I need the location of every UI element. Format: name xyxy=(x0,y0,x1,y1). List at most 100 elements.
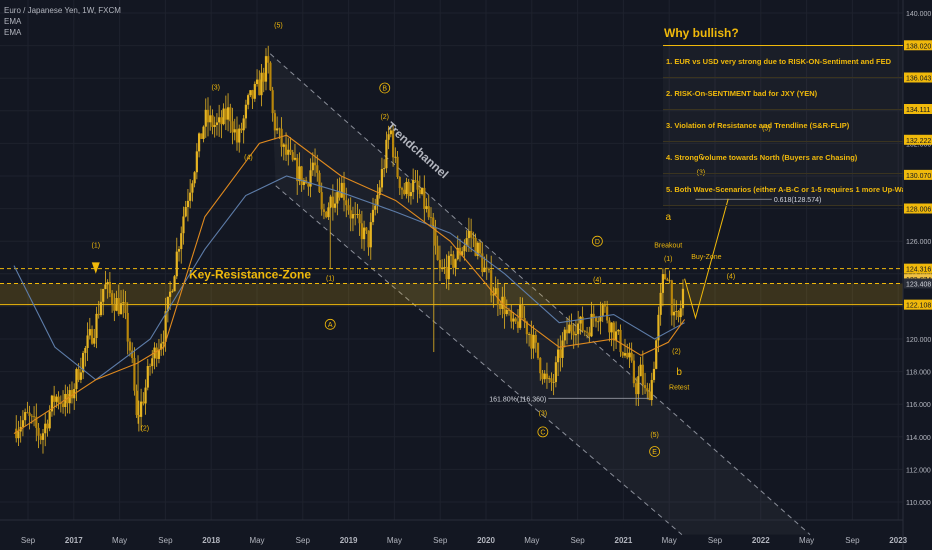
time-tick-label: 2021 xyxy=(615,536,633,545)
candle xyxy=(681,288,685,309)
candle xyxy=(507,310,511,311)
candle xyxy=(90,329,94,344)
candle xyxy=(563,329,566,341)
candle xyxy=(313,162,317,166)
candle xyxy=(175,251,178,277)
candle xyxy=(30,415,33,417)
candle xyxy=(365,227,368,231)
candle xyxy=(438,259,442,269)
candle xyxy=(106,281,109,285)
price-tick-label: 140.000 xyxy=(906,11,931,18)
candle xyxy=(416,180,419,190)
symbol-title: Euro / Japanese Yen, 1W, FXCM xyxy=(4,6,121,15)
time-tick-label: May xyxy=(799,536,814,545)
candle xyxy=(374,205,377,210)
candle xyxy=(655,340,658,369)
time-tick-label: Sep xyxy=(570,536,585,545)
candle xyxy=(358,214,361,224)
wave-label: (1) xyxy=(664,256,673,263)
candle xyxy=(191,183,194,193)
candle xyxy=(113,304,116,311)
candle xyxy=(474,237,477,256)
candle xyxy=(356,214,359,215)
candle xyxy=(41,433,45,440)
price-label-bg xyxy=(904,263,932,274)
wave-circle xyxy=(649,446,661,457)
candle xyxy=(28,412,31,416)
price-axis[interactable]: 110.000 112.000 114.000 116.000 118.000 120.0… xyxy=(902,0,932,550)
candle xyxy=(478,242,482,254)
candle xyxy=(53,395,56,402)
candle xyxy=(247,95,250,105)
wave-circle-label: A xyxy=(328,322,333,329)
candle xyxy=(215,122,219,125)
wave-label: (4) xyxy=(593,277,602,284)
candle xyxy=(456,247,459,260)
candle xyxy=(235,129,239,143)
candle xyxy=(664,274,667,280)
price-label: 124.316 xyxy=(906,267,931,274)
candle xyxy=(441,267,444,269)
candle xyxy=(414,180,417,181)
candle xyxy=(35,416,38,428)
candle xyxy=(21,420,25,427)
candle xyxy=(398,177,401,189)
candle xyxy=(347,205,350,211)
candle xyxy=(675,311,678,312)
wave-label: Retest xyxy=(669,385,689,392)
time-tick-label: 2019 xyxy=(340,536,358,545)
price-label-bg xyxy=(904,169,932,180)
candle xyxy=(289,149,292,153)
candle xyxy=(32,416,36,418)
time-tick-label: May xyxy=(387,536,402,545)
candle xyxy=(648,391,651,401)
candle xyxy=(137,415,140,417)
time-axis[interactable]: Sep 2017 May Sep 2018 May Sep 2019 May Sep 2020 May… xyxy=(0,519,908,545)
price-tick-label: 114.000 xyxy=(906,435,931,442)
candle xyxy=(307,183,310,187)
candle xyxy=(111,293,114,305)
candle xyxy=(568,324,571,334)
candle xyxy=(632,360,636,384)
fib-label: 161.80%(116.360) xyxy=(489,396,546,403)
candle xyxy=(554,362,557,383)
wave-label: c xyxy=(698,152,703,163)
candle xyxy=(492,294,495,296)
candle xyxy=(436,245,439,260)
wave-circle-label: B xyxy=(382,86,387,93)
candle xyxy=(258,79,261,96)
time-tick-label: Sep xyxy=(845,536,860,545)
time-tick-label: 2017 xyxy=(65,536,83,545)
candle xyxy=(599,315,602,322)
key-resistance-zone: Key-Resistance-Zone xyxy=(0,267,903,306)
time-tick-label: May xyxy=(524,536,539,545)
candle xyxy=(255,79,259,85)
wave-circle-label: D xyxy=(595,239,600,246)
candle xyxy=(601,305,604,316)
candle xyxy=(84,348,87,353)
candle xyxy=(253,84,256,99)
price-tick-label: 126.000 xyxy=(906,239,931,246)
candle xyxy=(541,373,544,380)
wave-label: (2) xyxy=(141,425,150,432)
candle xyxy=(195,151,198,173)
price-label-bg xyxy=(904,40,932,51)
candle xyxy=(122,302,125,304)
candle xyxy=(565,329,569,334)
candle xyxy=(298,166,301,182)
candles xyxy=(15,45,685,454)
wave-circle-label: C xyxy=(540,430,545,437)
candle xyxy=(135,390,138,416)
wave-label: (1) xyxy=(91,243,100,250)
candle xyxy=(487,268,491,271)
candle xyxy=(597,321,600,323)
candle xyxy=(641,364,644,386)
price-label-bg xyxy=(904,203,932,214)
candle xyxy=(171,291,174,293)
candle xyxy=(320,192,323,210)
candle xyxy=(539,357,542,374)
candle xyxy=(70,390,74,399)
ema-slow xyxy=(13,175,685,381)
candle xyxy=(380,169,384,188)
